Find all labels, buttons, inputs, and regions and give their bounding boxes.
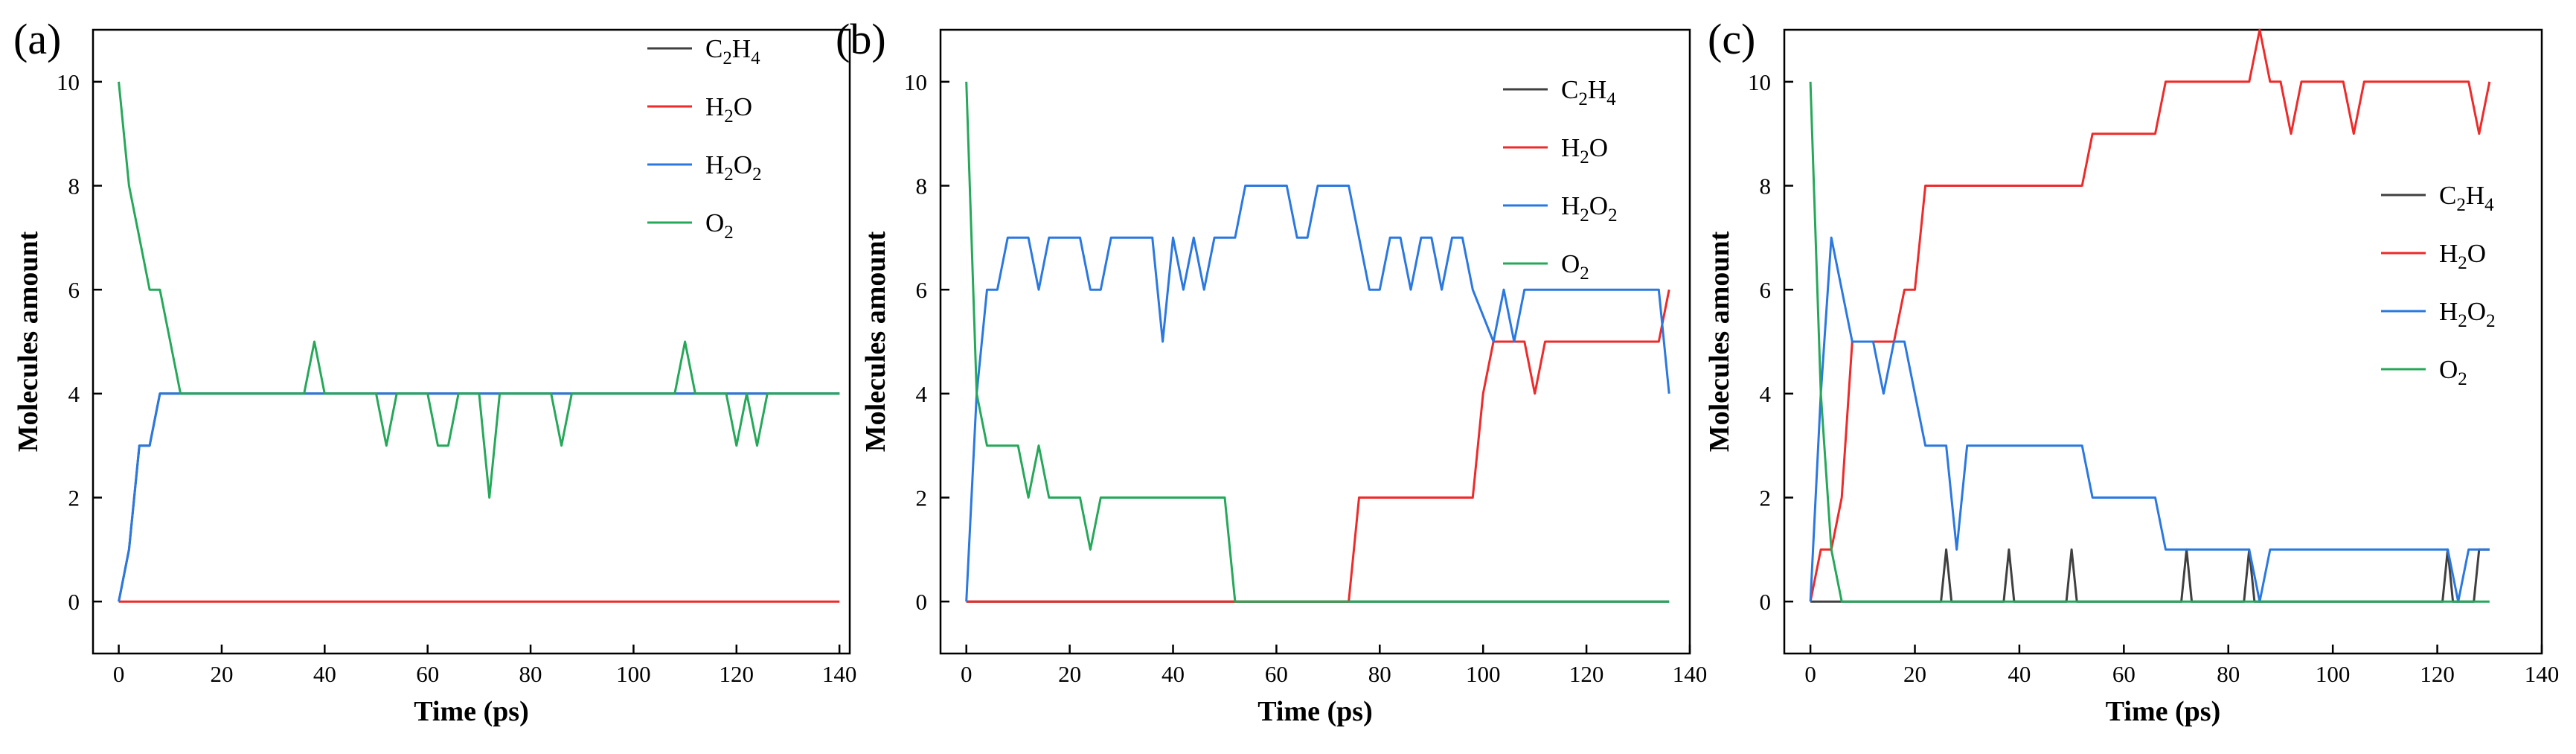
series-line-o2 <box>118 81 840 499</box>
x-tick-label: 40 <box>2008 661 2031 687</box>
x-tick-label: 140 <box>822 661 857 687</box>
panel-label: (a) <box>13 15 61 63</box>
legend-label-h2o: H2O <box>1561 133 1608 167</box>
x-tick-label: 120 <box>2420 661 2455 687</box>
x-tick-label: 80 <box>519 661 542 687</box>
y-tick-label: 10 <box>57 69 80 95</box>
x-tick-label: 0 <box>113 661 125 687</box>
legend-label-h2o2: H2O2 <box>2439 297 2496 331</box>
x-axis-title: Time (ps) <box>2106 696 2220 727</box>
legend-label-o2: O2 <box>705 208 734 243</box>
legend: C2H4 H2O H2O2 O2 <box>1503 75 1618 284</box>
legend-label-c2h4: C2H4 <box>1561 75 1616 109</box>
series-line-h2o2 <box>118 392 840 602</box>
panel-label: (b) <box>836 15 886 63</box>
legend-label-h2o: H2O <box>2439 239 2486 273</box>
x-tick-label: 80 <box>1368 661 1391 687</box>
x-tick-label: 60 <box>2112 661 2136 687</box>
y-tick-label: 8 <box>1760 173 1772 199</box>
x-tick-label: 60 <box>1265 661 1288 687</box>
y-tick-label: 2 <box>1760 485 1772 511</box>
plot-frame <box>1783 28 2543 655</box>
x-tick-label: 40 <box>313 661 336 687</box>
y-tick-label: 4 <box>916 381 928 407</box>
y-tick-label: 2 <box>68 485 80 511</box>
y-tick-label: 4 <box>68 381 80 407</box>
x-tick-label: 100 <box>1466 661 1501 687</box>
x-tick-label: 140 <box>2525 661 2560 687</box>
x-tick-label: 100 <box>616 661 651 687</box>
y-tick-label: 6 <box>1760 277 1772 303</box>
y-tick-label: 8 <box>68 173 80 199</box>
series-line-o2 <box>1809 81 2490 603</box>
chart-panel-1: 0 20 40 60 80 100 120 140 0 2 4 6 8 10 Time (ps) Molecu… <box>13 15 856 727</box>
y-tick-label: 10 <box>1748 69 1771 95</box>
legend-label-h2o2: H2O2 <box>1561 191 1618 226</box>
legend: C2H4 H2O H2O2 O2 <box>647 34 762 243</box>
x-tick-label: 40 <box>1162 661 1185 687</box>
y-axis-title: Molecules amount <box>13 231 44 452</box>
chart-panel-3: 0 20 40 60 80 100 120 140 0 2 4 6 8 10 Time (ps) Molecu… <box>1704 15 2559 727</box>
plot-frame <box>939 28 1691 655</box>
legend-label-o2: O2 <box>1561 249 1589 284</box>
panel-label: (c) <box>1708 15 1755 63</box>
y-tick-label: 6 <box>916 277 928 303</box>
legend-label-c2h4: C2H4 <box>705 34 760 68</box>
plot-frame <box>92 28 851 655</box>
y-tick-label: 0 <box>916 589 928 615</box>
x-tick-label: 140 <box>1673 661 1708 687</box>
y-axis-title: Molecules amount <box>860 231 891 452</box>
legend-label-h2o: H2O <box>705 92 752 127</box>
y-axis-title: Molecules amount <box>1704 231 1735 452</box>
x-axis-title: Time (ps) <box>1257 696 1372 727</box>
chart-panel-2: 0 20 40 60 80 100 120 140 0 2 4 6 8 10 Time (ps) Molecu… <box>836 15 1707 727</box>
legend-label-c2h4: C2H4 <box>2439 181 2494 215</box>
x-tick-label: 120 <box>720 661 754 687</box>
x-tick-label: 20 <box>1903 661 1926 687</box>
y-tick-label: 6 <box>68 277 80 303</box>
x-tick-label: 80 <box>2217 661 2240 687</box>
series-line-h2o2 <box>965 185 1670 602</box>
x-axis-title: Time (ps) <box>414 696 528 727</box>
y-tick-label: 2 <box>916 485 928 511</box>
series-line-o2 <box>965 81 1670 603</box>
y-tick-label: 8 <box>916 173 928 199</box>
y-tick-label: 4 <box>1760 381 1772 407</box>
y-tick-label: 0 <box>1760 589 1772 615</box>
series-line-h2o2 <box>1809 236 2490 603</box>
x-tick-label: 120 <box>1569 661 1604 687</box>
x-tick-label: 20 <box>1058 661 1081 687</box>
legend: C2H4 H2O H2O2 O2 <box>2381 181 2496 389</box>
y-tick-label: 10 <box>904 69 927 95</box>
legend-label-o2: O2 <box>2439 355 2467 389</box>
x-tick-label: 20 <box>210 661 233 687</box>
x-tick-label: 0 <box>961 661 973 687</box>
x-tick-label: 100 <box>2316 661 2351 687</box>
legend-label-h2o2: H2O2 <box>705 150 762 185</box>
x-tick-label: 0 <box>1804 661 1816 687</box>
x-tick-label: 60 <box>416 661 439 687</box>
y-tick-label: 0 <box>68 589 80 615</box>
